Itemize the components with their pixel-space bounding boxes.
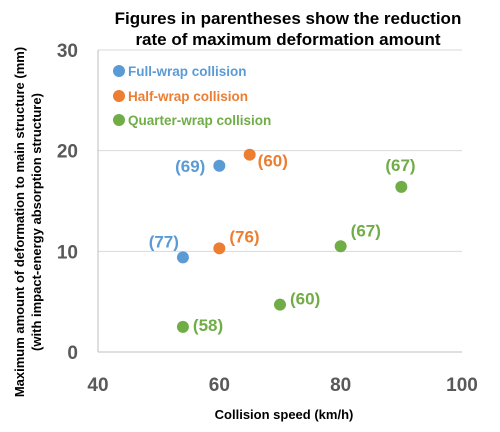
axes bbox=[97, 50, 462, 353]
legend-label-1: Half-wrap collision bbox=[128, 89, 248, 104]
y-axis-title-line-1: Maximum amount of deformation to main st… bbox=[12, 47, 27, 397]
point-s0-1 bbox=[176, 251, 189, 264]
legend: Full-wrap collision Half-wrap collision Qu… bbox=[113, 64, 271, 128]
data-labels: (69) (77) (60) (76) (67) (67) (60) (58) bbox=[149, 152, 416, 335]
data-label-s2-1: (67) bbox=[351, 221, 381, 240]
legend-marker-0 bbox=[113, 65, 125, 77]
data-label-s2-3: (58) bbox=[193, 316, 223, 335]
x-tick-label-0: 40 bbox=[87, 375, 108, 396]
data-label-s0-0: (69) bbox=[175, 157, 205, 176]
legend-marker-2 bbox=[113, 114, 125, 126]
x-tick-label-3: 100 bbox=[446, 375, 478, 396]
gridlines bbox=[98, 49, 462, 252]
point-s2-2 bbox=[274, 298, 286, 311]
chart-title-line-1: Figures in parentheses show the reductio… bbox=[115, 9, 462, 28]
y-axis-title-line-2: (with impact-energy absorption structure… bbox=[29, 93, 44, 351]
point-s0-0 bbox=[213, 159, 226, 172]
y-tick-label-1: 10 bbox=[57, 242, 78, 263]
point-s2-3 bbox=[176, 320, 189, 333]
y-tick-label-0: 0 bbox=[67, 343, 78, 364]
data-label-s1-1: (76) bbox=[229, 227, 259, 246]
point-s1-0 bbox=[243, 148, 256, 161]
chart-title-line-2: rate of maximum deformation amount bbox=[135, 30, 440, 49]
data-label-s1-0: (60) bbox=[258, 152, 288, 171]
x-axis-title: Collision speed (km/h) bbox=[215, 407, 354, 422]
legend-label-0: Full-wrap collision bbox=[128, 64, 247, 79]
point-s2-0 bbox=[395, 180, 408, 193]
legend-marker-1 bbox=[113, 90, 125, 102]
data-label-s0-1: (77) bbox=[149, 232, 179, 251]
tick-labels: 0 10 20 30 40 60 80 100 bbox=[57, 41, 478, 396]
point-s2-1 bbox=[334, 240, 347, 253]
y-tick-label-3: 30 bbox=[57, 41, 78, 62]
legend-label-2: Quarter-wrap collision bbox=[128, 113, 271, 128]
point-s1-1 bbox=[213, 242, 226, 255]
data-points bbox=[176, 148, 408, 333]
data-label-s2-2: (60) bbox=[290, 290, 320, 309]
x-tick-label-2: 80 bbox=[330, 375, 351, 396]
y-tick-label-2: 20 bbox=[57, 142, 78, 163]
x-tick-label-1: 60 bbox=[209, 375, 230, 396]
data-label-s2-0: (67) bbox=[385, 156, 415, 175]
